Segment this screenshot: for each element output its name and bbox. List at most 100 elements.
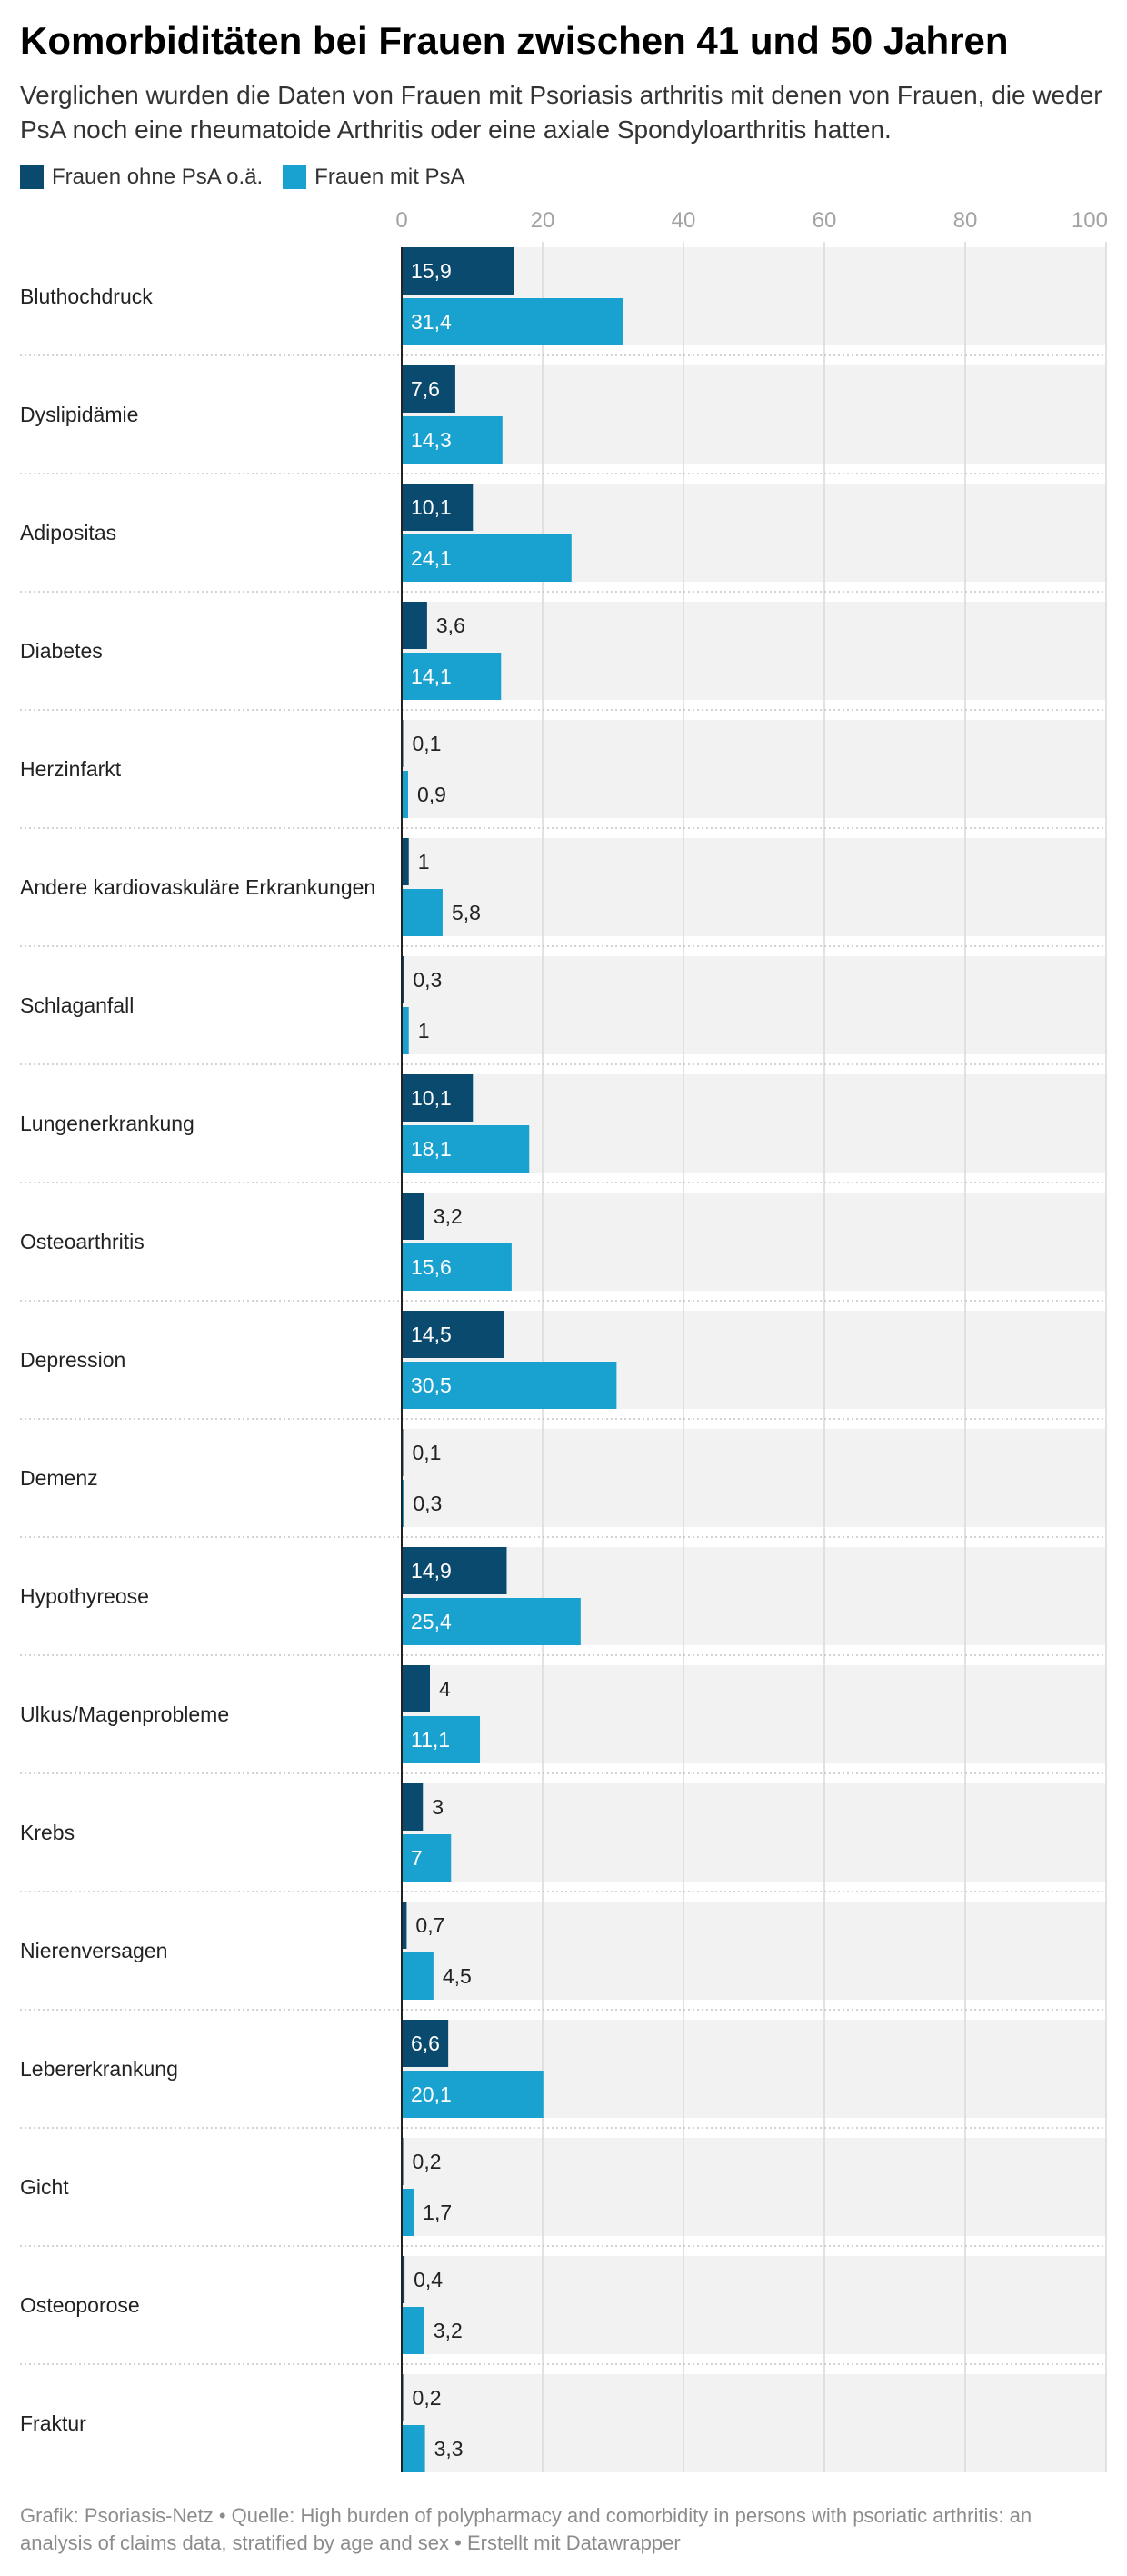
value-label: 20,1 — [411, 2082, 452, 2106]
x-tick-label: 100 — [1072, 208, 1108, 233]
bar-mit-psa-lungenerkrankung — [402, 1125, 530, 1173]
row-background — [402, 1193, 1106, 1291]
row-background — [402, 838, 1106, 936]
bar-ohne-psa-dyslipidamie — [402, 365, 455, 413]
row-background — [402, 1902, 1106, 2000]
bar-ohne-psa-osteoporose — [402, 2256, 405, 2303]
chart-subtitle: Verglichen wurden die Daten von Frauen m… — [20, 81, 1102, 144]
bar-ohne-psa-andere-kardiovaskulare-erkrankungen — [402, 838, 409, 885]
value-label: 25,4 — [411, 1610, 452, 1633]
x-tick-label: 80 — [953, 208, 978, 233]
value-label: 4 — [439, 1677, 451, 1701]
value-label: 1,7 — [423, 2201, 452, 2224]
row-background — [402, 1665, 1106, 1763]
bar-mit-psa-gicht — [402, 2189, 414, 2236]
value-label: 0,9 — [417, 783, 446, 806]
value-label: 0,4 — [414, 2268, 443, 2291]
category-label-osteoporose: Osteoporose — [20, 2293, 140, 2317]
bar-mit-psa-lebererkrankung — [402, 2071, 544, 2118]
value-label: 0,7 — [415, 1913, 444, 1937]
value-label: 0,1 — [413, 732, 442, 755]
value-label: 0,3 — [413, 1492, 442, 1515]
value-label: 30,5 — [411, 1373, 452, 1397]
bar-ohne-psa-bluthochdruck — [402, 247, 514, 295]
source-footer: Grafik: Psoriasis-Netz • Quelle: High bu… — [20, 2504, 1032, 2554]
row-background — [402, 956, 1106, 1054]
legend-item-mit-psa: Frauen mit PsA — [283, 165, 465, 190]
bar-ohne-psa-adipositas — [402, 484, 474, 531]
value-label: 14,3 — [411, 428, 452, 452]
bar-mit-psa-demenz — [402, 1480, 404, 1527]
value-label: 3,2 — [434, 1204, 463, 1228]
bar-mit-psa-nierenversagen — [402, 1952, 434, 2000]
value-label: 5,8 — [452, 901, 481, 924]
x-tick-label: 0 — [395, 208, 407, 233]
value-label: 14,1 — [411, 664, 452, 688]
bar-ohne-psa-nierenversagen — [402, 1902, 407, 1949]
category-label-dyslipidamie: Dyslipidämie — [20, 403, 138, 426]
legend-swatch-mit-psa — [283, 165, 307, 189]
legend: Frauen ohne PsA o.ä. Frauen mit PsA — [20, 162, 465, 193]
bar-ohne-psa-krebs — [402, 1783, 424, 1831]
value-label: 15,9 — [411, 259, 452, 283]
value-label: 3 — [432, 1795, 444, 1819]
category-label-krebs: Krebs — [20, 1821, 75, 1844]
category-label-schlaganfall: Schlaganfall — [20, 993, 134, 1017]
value-label: 11,1 — [411, 1728, 450, 1752]
category-label-andere-kardiovaskulare-erkrankungen: Andere kardiovaskuläre Erkrankungen — [20, 875, 375, 899]
value-label: 10,1 — [411, 1086, 452, 1110]
value-label: 0,1 — [413, 1441, 442, 1464]
legend-swatch-ohne-psa — [20, 165, 44, 189]
category-label-demenz: Demenz — [20, 1466, 98, 1490]
row-background — [402, 1783, 1106, 1882]
bar-mit-psa-ulkus-magenprobleme — [402, 1716, 481, 1763]
bar-mit-psa-adipositas — [402, 534, 572, 582]
row-background — [402, 602, 1106, 700]
category-label-herzinfarkt: Herzinfarkt — [20, 757, 122, 781]
value-label: 1 — [418, 1019, 430, 1043]
category-label-depression: Depression — [20, 1348, 125, 1372]
bar-mit-psa-andere-kardiovaskulare-erkrankungen — [402, 889, 443, 936]
legend-label-mit-psa: Frauen mit PsA — [314, 165, 465, 189]
value-label: 3,6 — [436, 614, 465, 637]
value-label: 7,6 — [411, 377, 440, 401]
row-background — [402, 365, 1106, 464]
value-label: 14,5 — [411, 1323, 452, 1346]
value-label: 7 — [411, 1846, 423, 1870]
category-label-ulkus-magenprobleme: Ulkus/Magenprobleme — [20, 1702, 229, 1726]
x-tick-label: 60 — [813, 208, 837, 233]
legend-label-ohne-psa: Frauen ohne PsA o.ä. — [52, 165, 264, 189]
category-label-gicht: Gicht — [20, 2175, 69, 2199]
x-tick-label: 20 — [531, 208, 555, 233]
bar-ohne-psa-lungenerkrankung — [402, 1074, 474, 1122]
row-background — [402, 2374, 1106, 2472]
value-label: 24,1 — [411, 546, 452, 570]
category-label-hypothyreose: Hypothyreose — [20, 1584, 149, 1608]
value-label: 0,3 — [413, 968, 442, 992]
bar-mit-psa-osteoporose — [402, 2307, 424, 2354]
bar-mit-psa-herzinfarkt — [402, 771, 408, 818]
bar-mit-psa-osteoarthritis — [402, 1243, 512, 1291]
value-label: 3,3 — [434, 2437, 464, 2461]
bar-mit-psa-fraktur — [402, 2425, 425, 2472]
row-background — [402, 2138, 1106, 2236]
bar-mit-psa-diabetes — [402, 653, 502, 700]
value-label: 0,2 — [413, 2386, 442, 2410]
bar-ohne-psa-hypothyreose — [402, 1547, 507, 1594]
value-label: 4,5 — [443, 1964, 472, 1988]
category-label-lungenerkrankung: Lungenerkrankung — [20, 1112, 194, 1135]
value-label: 1 — [418, 850, 430, 874]
category-label-diabetes: Diabetes — [20, 639, 103, 663]
bar-ohne-psa-diabetes — [402, 602, 427, 649]
bar-ohne-psa-depression — [402, 1311, 504, 1358]
bar-mit-psa-hypothyreose — [402, 1598, 581, 1645]
bar-mit-psa-krebs — [402, 1834, 452, 1882]
bar-mit-psa-dyslipidamie — [402, 416, 503, 464]
bar-mit-psa-depression — [402, 1362, 617, 1409]
category-label-bluthochdruck: Bluthochdruck — [20, 285, 153, 308]
category-label-nierenversagen: Nierenversagen — [20, 1939, 167, 1962]
value-label: 15,6 — [411, 1255, 452, 1279]
category-label-lebererkrankung: Lebererkrankung — [20, 2057, 178, 2081]
category-label-adipositas: Adipositas — [20, 521, 116, 544]
row-background — [402, 2256, 1106, 2354]
